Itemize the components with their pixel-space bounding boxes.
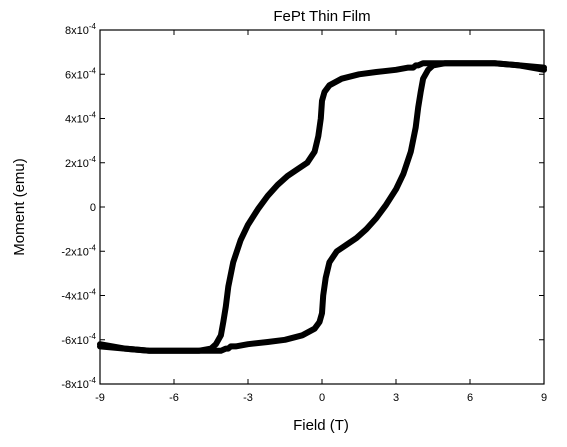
- x-tick-label: -6: [169, 392, 179, 404]
- y-tick-label: -2x10-4: [61, 243, 96, 258]
- x-axis-label: Field (T): [293, 417, 349, 434]
- x-tick-label: -3: [243, 392, 253, 404]
- y-tick-label: -8x10-4: [61, 376, 96, 391]
- x-tick-label: 9: [541, 392, 547, 404]
- x-tick-label: 0: [319, 392, 325, 404]
- y-axis-label: Moment (emu): [11, 158, 28, 256]
- chart-title: FePt Thin Film: [273, 8, 370, 25]
- x-tick-label: 3: [393, 392, 399, 404]
- x-tick-label: -9: [95, 392, 105, 404]
- y-tick-label: 8x10-4: [65, 22, 97, 37]
- series-line-1: [97, 60, 547, 354]
- y-tick-label: 2x10-4: [65, 155, 97, 170]
- x-tick-label: 6: [467, 392, 473, 404]
- y-tick-label: -6x10-4: [61, 332, 96, 347]
- y-tick-label: 0: [90, 202, 96, 214]
- y-tick-label: 6x10-4: [65, 66, 97, 81]
- series-line-2: [97, 60, 547, 354]
- plot-frame: [99, 29, 545, 385]
- y-tick-label: -4x10-4: [61, 288, 96, 303]
- y-tick-label: 4x10-4: [65, 111, 97, 126]
